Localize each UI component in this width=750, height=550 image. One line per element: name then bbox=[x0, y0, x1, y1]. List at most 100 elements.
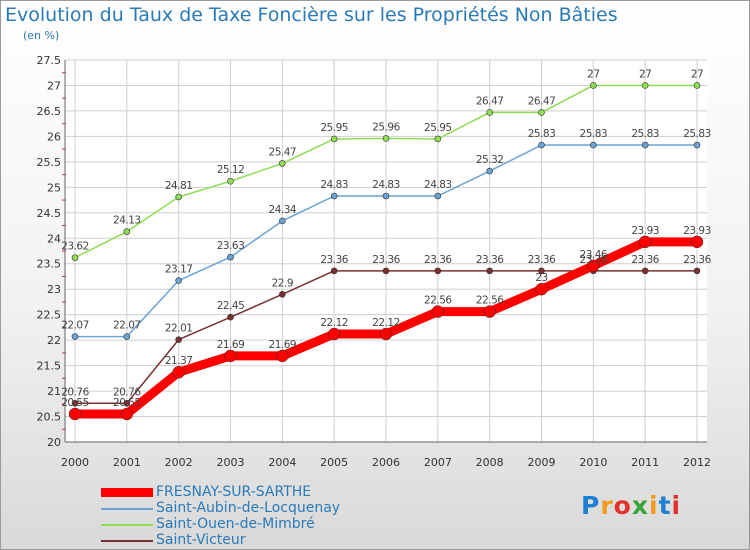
logo-letter: i bbox=[671, 491, 682, 520]
x-tick-label: 2003 bbox=[217, 456, 245, 469]
data-label: 20.76 bbox=[113, 386, 141, 398]
logo-letter: t bbox=[658, 491, 672, 520]
data-label: 23.46 bbox=[580, 249, 608, 261]
data-label: 24.13 bbox=[113, 215, 141, 227]
data-point bbox=[123, 228, 131, 235]
data-point bbox=[486, 109, 493, 116]
data-label: 22.07 bbox=[61, 320, 89, 332]
y-tick-label: 25 bbox=[47, 181, 61, 194]
data-label: 25.32 bbox=[476, 154, 504, 166]
data-point bbox=[330, 135, 338, 143]
data-point bbox=[330, 267, 338, 275]
data-label: 20.55 bbox=[113, 397, 141, 409]
data-point bbox=[123, 399, 131, 407]
x-tick-label: 2000 bbox=[61, 456, 89, 469]
logo-letter: o bbox=[613, 491, 632, 520]
data-point bbox=[120, 407, 134, 421]
data-label: 23.93 bbox=[683, 225, 711, 237]
y-tick-label: 26.5 bbox=[37, 105, 62, 118]
data-label: 21.69 bbox=[269, 339, 297, 351]
data-label: 24.83 bbox=[320, 179, 348, 191]
data-label: 20.55 bbox=[61, 397, 89, 409]
y-tick-label: 26 bbox=[47, 130, 61, 143]
y-tick-label: 27.5 bbox=[37, 54, 62, 67]
chart-title: Evolution du Taux de Taxe Foncière sur l… bbox=[5, 4, 618, 26]
data-label: 24.83 bbox=[372, 179, 400, 191]
legend-label: Saint-Victeur bbox=[156, 532, 246, 548]
data-point bbox=[379, 327, 393, 341]
data-label: 25.95 bbox=[424, 122, 452, 134]
proxiti-logo: Proxiti bbox=[581, 491, 681, 520]
data-point bbox=[434, 267, 442, 275]
data-label: 23 bbox=[535, 272, 547, 284]
data-point bbox=[382, 135, 390, 142]
data-point bbox=[172, 365, 185, 379]
legend-swatch bbox=[101, 540, 153, 542]
logo-letter: x bbox=[631, 491, 649, 520]
data-point bbox=[71, 254, 79, 261]
data-point bbox=[693, 267, 701, 275]
y-tick-label: 20.5 bbox=[37, 411, 62, 424]
y-tick-label: 20 bbox=[47, 436, 61, 449]
x-tick-label: 2010 bbox=[579, 456, 607, 469]
legend-swatch bbox=[101, 488, 153, 497]
legend-swatch bbox=[101, 524, 153, 526]
data-point bbox=[693, 141, 701, 149]
data-point bbox=[279, 160, 286, 167]
data-point bbox=[641, 267, 649, 275]
data-point bbox=[175, 193, 182, 201]
x-tick-label: 2009 bbox=[528, 456, 556, 469]
y-tick-label: 23 bbox=[47, 283, 61, 296]
data-point bbox=[486, 167, 493, 175]
data-point bbox=[641, 141, 649, 149]
y-tick-label: 25.5 bbox=[37, 156, 62, 169]
data-label: 25.83 bbox=[580, 128, 608, 140]
data-label: 27 bbox=[587, 68, 599, 80]
data-point bbox=[535, 282, 548, 296]
data-point bbox=[330, 192, 338, 200]
data-point bbox=[276, 349, 289, 363]
data-point bbox=[690, 235, 704, 249]
data-label: 22.45 bbox=[217, 300, 245, 312]
x-tick-label: 2005 bbox=[320, 456, 348, 469]
x-tick-label: 2004 bbox=[268, 456, 296, 469]
data-point bbox=[382, 192, 390, 200]
data-label: 24.83 bbox=[424, 179, 452, 191]
data-label: 22.9 bbox=[272, 277, 293, 289]
data-label: 24.81 bbox=[165, 180, 193, 192]
x-tick-label: 2008 bbox=[476, 456, 504, 469]
unit-label: (en %) bbox=[23, 29, 60, 42]
y-tick-label: 21.5 bbox=[37, 360, 62, 373]
data-label: 22.12 bbox=[320, 317, 348, 329]
data-point bbox=[641, 82, 649, 89]
logo-letter: P bbox=[581, 491, 601, 520]
data-label: 22.56 bbox=[424, 295, 452, 307]
data-label: 23.36 bbox=[372, 254, 400, 266]
data-point bbox=[638, 235, 652, 249]
data-label: 25.47 bbox=[269, 146, 297, 158]
data-label: 25.83 bbox=[631, 128, 659, 140]
data-point bbox=[590, 82, 597, 89]
data-point bbox=[71, 399, 79, 407]
data-label: 23.93 bbox=[631, 225, 659, 237]
data-label: 22.07 bbox=[113, 320, 141, 332]
data-label: 23.36 bbox=[424, 254, 452, 266]
data-point bbox=[693, 82, 701, 89]
data-label: 25.83 bbox=[528, 128, 556, 140]
data-point bbox=[175, 336, 182, 343]
data-label: 23.36 bbox=[320, 254, 348, 266]
legend-label: Saint-Ouen-de-Mimbré bbox=[156, 516, 315, 532]
data-label: 21.37 bbox=[165, 355, 193, 367]
y-tick-label: 24.5 bbox=[37, 207, 62, 220]
data-point bbox=[486, 267, 493, 275]
data-label: 22.56 bbox=[476, 295, 504, 307]
data-point bbox=[279, 290, 286, 298]
data-point bbox=[590, 141, 597, 149]
x-tick-label: 2001 bbox=[113, 456, 141, 469]
data-point bbox=[327, 327, 341, 341]
data-label: 23.36 bbox=[476, 254, 504, 266]
data-point bbox=[434, 135, 442, 143]
data-point bbox=[538, 267, 545, 275]
data-label: 24.34 bbox=[269, 204, 297, 216]
